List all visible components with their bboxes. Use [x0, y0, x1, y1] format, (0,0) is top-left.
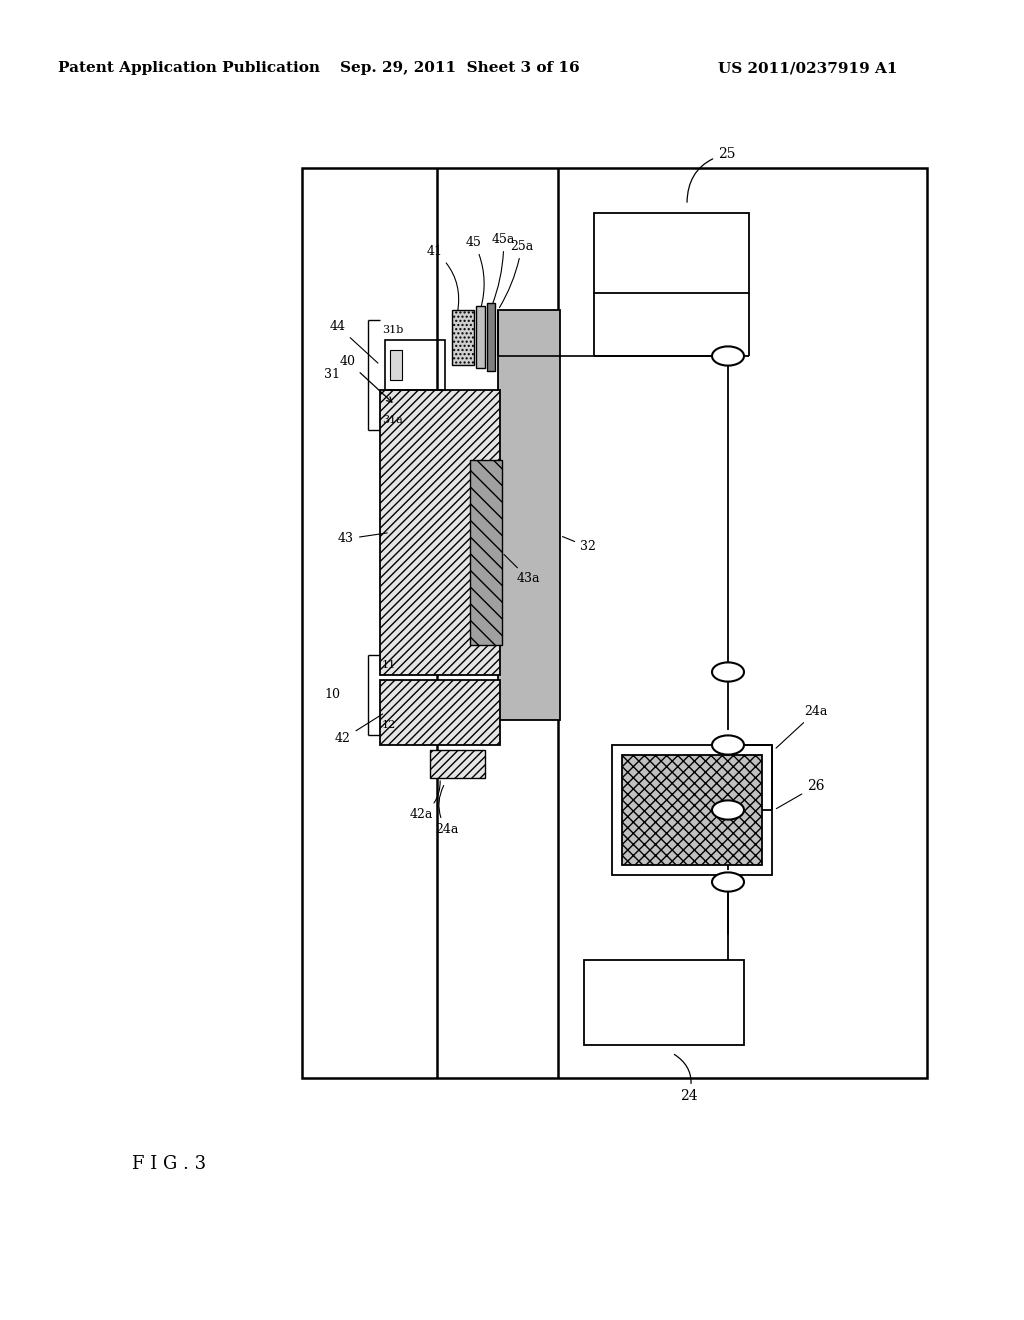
Bar [385, 341, 445, 389]
Bar [390, 350, 402, 380]
Text: 31b: 31b [382, 325, 403, 335]
Text: 24a: 24a [776, 705, 827, 748]
Bar [430, 750, 485, 777]
Bar [622, 755, 762, 865]
Bar [452, 310, 474, 366]
Bar [476, 306, 485, 368]
Text: 25a: 25a [500, 240, 534, 308]
Ellipse shape [712, 663, 744, 681]
Text: 43: 43 [338, 532, 387, 545]
Text: 24a: 24a [435, 785, 459, 836]
Text: 11: 11 [382, 660, 396, 671]
Text: 44: 44 [330, 319, 378, 363]
Ellipse shape [712, 735, 744, 755]
Bar [498, 310, 560, 719]
Text: 32: 32 [562, 536, 596, 553]
Text: 31a: 31a [382, 414, 402, 425]
Ellipse shape [712, 873, 744, 891]
Bar [594, 213, 749, 293]
Text: 25: 25 [687, 147, 735, 202]
Text: 45: 45 [466, 236, 484, 309]
Text: 24: 24 [675, 1055, 697, 1104]
Text: 40: 40 [340, 355, 392, 403]
Text: 42a: 42a [410, 780, 440, 821]
Bar [302, 168, 927, 1078]
Text: F I G . 3: F I G . 3 [132, 1155, 206, 1173]
Ellipse shape [712, 346, 744, 366]
Text: 41: 41 [427, 246, 459, 313]
Bar [487, 304, 495, 371]
Text: 26: 26 [776, 779, 824, 809]
Text: 12: 12 [382, 719, 396, 730]
Text: US 2011/0237919 A1: US 2011/0237919 A1 [718, 61, 897, 75]
Text: Patent Application Publication: Patent Application Publication [58, 61, 319, 75]
Bar [584, 960, 744, 1045]
Text: 45a: 45a [492, 234, 515, 305]
Ellipse shape [712, 800, 744, 820]
Text: Sep. 29, 2011  Sheet 3 of 16: Sep. 29, 2011 Sheet 3 of 16 [340, 61, 580, 75]
Bar [612, 744, 772, 875]
Bar [380, 389, 500, 675]
Bar [470, 459, 502, 645]
Text: 10: 10 [324, 689, 340, 701]
Text: 43a: 43a [504, 554, 541, 586]
Bar [380, 680, 500, 744]
Text: 42: 42 [335, 714, 383, 746]
Text: 31: 31 [324, 368, 340, 381]
